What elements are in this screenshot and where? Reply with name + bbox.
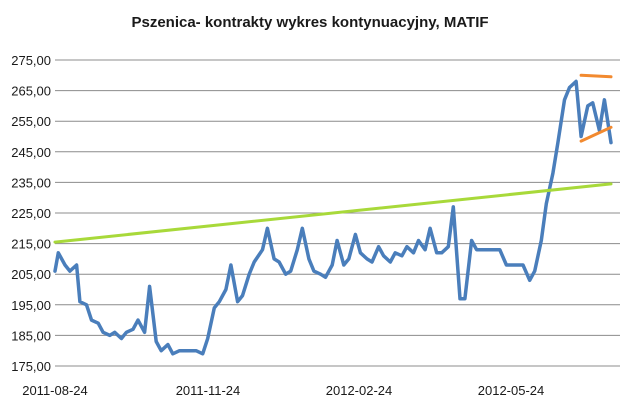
x-tick-label: 2012-02-24 [326, 383, 393, 398]
y-tick-label: 275,00 [11, 53, 51, 68]
y-tick-label: 215,00 [11, 237, 51, 252]
y-tick-label: 205,00 [11, 267, 51, 282]
x-tick-label: 2011-08-24 [22, 383, 88, 398]
x-axis: 2011-08-24 2011-11-24 2012-02-24 2012-05-24… [22, 383, 545, 398]
price-series-line [53, 79, 613, 356]
plot-lines [53, 73, 613, 356]
y-tick-label: 175,00 [11, 359, 51, 374]
x-tick-label: 2012-05-24 [478, 383, 545, 398]
y-tick-label: 235,00 [11, 175, 51, 190]
chart-title: Pszenica- kontrakty wykres kontynuacyjny… [131, 14, 489, 31]
y-tick-label: 225,00 [11, 206, 51, 221]
x-tick-label: 2011-11-24 [176, 383, 241, 398]
y-tick-label: 265,00 [11, 84, 51, 99]
y-axis: 175,00 185,00 195,00 205,00 215,00 225,00 235,… [11, 53, 51, 374]
upper-trendline [579, 73, 613, 79]
support-trendline [53, 182, 613, 244]
y-tick-label: 195,00 [11, 298, 51, 313]
y-tick-label: 185,00 [11, 328, 51, 343]
y-tick-label: 255,00 [11, 114, 51, 129]
lower-trendline [579, 125, 613, 143]
y-tick-label: 245,00 [11, 145, 51, 160]
